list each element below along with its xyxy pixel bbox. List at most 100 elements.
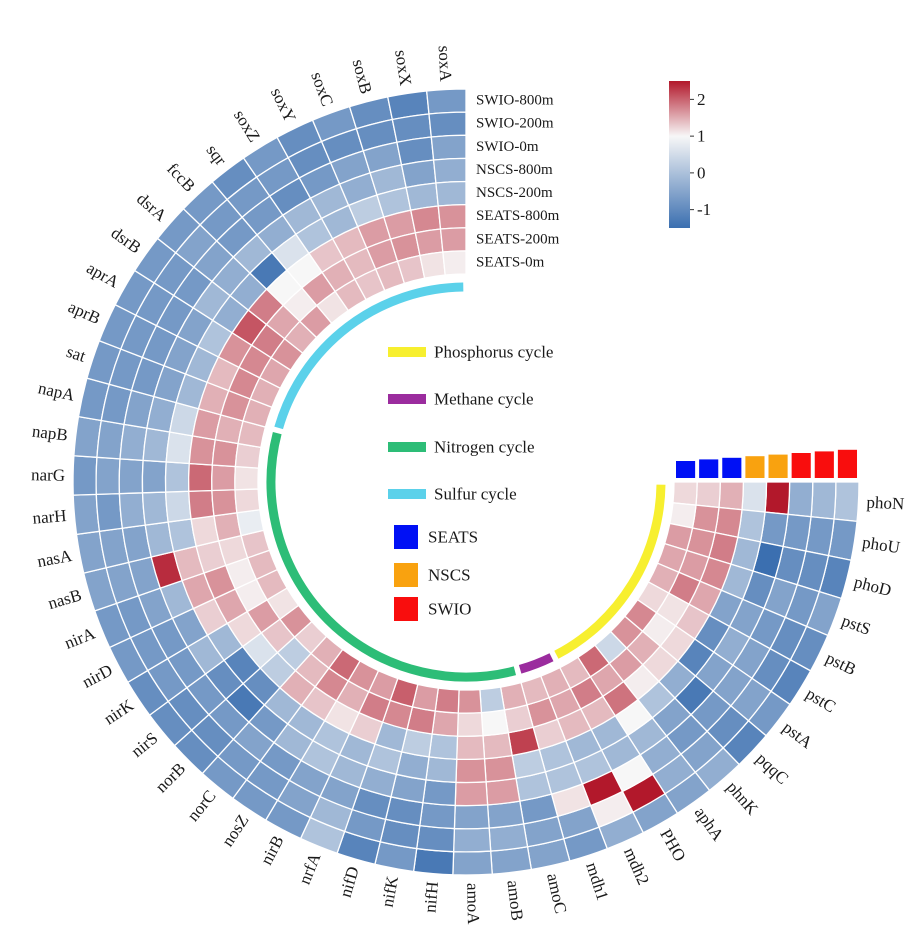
heatmap-cell-phoN-SEATS-800m	[718, 481, 745, 511]
gene-label-dsrA: dsrA	[133, 189, 171, 226]
heatmap-cell-nifH-SWIO-200m	[415, 824, 456, 853]
heatmap-cell-phoN-SEATS-0m	[672, 481, 698, 506]
gene-label-phnK: phnK	[723, 778, 763, 819]
region-marker-NSCS	[768, 454, 788, 478]
heatmap-cell-soxA-NSCS-200m	[435, 180, 467, 207]
colorbar-tick-label: 2	[697, 90, 706, 109]
colorbar-gradient	[669, 81, 690, 228]
region-marker-NSCS	[745, 456, 765, 478]
site-label-NSCS-800m: NSCS-800m	[476, 162, 553, 178]
heatmap-cell-nifH-SEATS-800m	[428, 733, 459, 760]
legend-swatch-sulfur-cycle	[388, 489, 426, 499]
heatmap-cell-narG-SWIO-800m	[72, 455, 98, 496]
site-label-NSCS-200m: NSCS-200m	[476, 185, 553, 201]
heatmap-cell-amoA-SEATS-800m	[456, 734, 486, 761]
gene-label-phoN: phoN	[866, 493, 905, 514]
heatmap-cell-nifH-NSCS-200m	[425, 756, 458, 784]
gene-label-pqqC: pqqC	[752, 749, 792, 788]
gene-label-nifD: nifD	[336, 864, 363, 899]
gene-label-soxZ: soxZ	[230, 107, 264, 146]
heatmap-cell-nifH-SEATS-0m	[434, 687, 460, 714]
heatmap-cell-soxA-SEATS-200m	[439, 227, 467, 253]
gene-label-nirB: nirB	[257, 832, 288, 868]
region-marker-SWIO	[837, 449, 858, 478]
heatmap-cell-nifH-NSCS-800m	[422, 779, 457, 807]
heatmap-cell-soxX-SEATS-0m	[419, 251, 446, 279]
gene-label-dsrB: dsrB	[108, 223, 145, 257]
gene-label-nirK: nirK	[100, 695, 137, 728]
gene-label-soxC: soxC	[307, 69, 337, 108]
gene-label-mdh2: mdh2	[620, 845, 653, 888]
heatmap-cell-amoB-NSCS-800m	[485, 777, 521, 806]
heatmap-cell-soxX-SEATS-800m	[409, 205, 442, 234]
gene-label-nasB: nasB	[46, 585, 84, 613]
gene-label-amoA: amoA	[463, 883, 483, 926]
site-label-SEATS-0m: SEATS-0m	[476, 254, 545, 270]
gene-label-phoD: phoD	[852, 572, 893, 600]
gene-label-pstA: pstA	[779, 718, 817, 753]
region-marker-SWIO	[791, 453, 811, 478]
heatmap-cell-narH-SWIO-800m	[72, 493, 101, 536]
colorbar-tick-label: 1	[697, 127, 706, 146]
heatmap-cell-amoB-SWIO-0m	[486, 800, 525, 829]
heatmap-cell-amoA-SEATS-200m	[456, 711, 484, 737]
legend-label-methane-cycle: Methane cycle	[434, 390, 534, 409]
gene-label-norC: norC	[183, 786, 219, 824]
legend-label-sulfur-cycle: Sulfur cycle	[434, 485, 517, 504]
cycle-arcs	[266, 282, 666, 682]
heatmap-cell-narH-SEATS-200m	[211, 489, 238, 517]
cycle-legend: Phosphorus cycle Methane cycle Nitrogen cy…	[388, 343, 553, 621]
heatmap-cell-narG-SWIO-200m	[95, 456, 121, 496]
gene-label-aprA: aprA	[83, 258, 123, 292]
heatmap-cell-narG-NSCS-800m	[141, 459, 167, 494]
heatmap-cell-amoA-SWIO-0m	[453, 804, 490, 830]
heatmap-cell-amoA-NSCS-800m	[454, 781, 489, 807]
heatmap-cell-soxA-SEATS-800m	[437, 203, 467, 230]
cycle-arc-nitrogen-cycle	[266, 431, 517, 682]
gene-label-soxB: soxB	[349, 57, 376, 96]
legend-label-phosphorus-cycle: Phosphorus cycle	[434, 343, 553, 362]
heatmap-cell-phoN-SWIO-800m	[833, 481, 860, 523]
heatmap-cell-napB-SEATS-800m	[188, 435, 217, 466]
heatmap-cell-amoA-SWIO-800m	[452, 850, 493, 876]
legend-swatch-phosphorus-cycle	[388, 347, 426, 357]
heatmap-cell-nifH-SWIO-800m	[412, 847, 455, 876]
heatmap-cell-narG-NSCS-200m	[164, 461, 190, 493]
cycle-arc-phosphorus-cycle	[554, 484, 666, 659]
heatmap-cell-amoB-SEATS-800m	[482, 731, 513, 760]
gene-label-aprB: aprB	[65, 297, 103, 328]
heatmap-cell-narH-SEATS-800m	[188, 489, 215, 520]
legend-label-SWIO: SWIO	[428, 600, 471, 619]
gene-label-narG: narG	[31, 465, 65, 485]
gene-label-PHO: PHO	[656, 826, 689, 865]
heatmap-cell-amoA-SWIO-200m	[452, 827, 492, 853]
heatmap-cell-amoA-SEATS-0m	[457, 688, 483, 714]
heatmap-cell-narH-SWIO-200m	[95, 492, 124, 533]
heatmap-cell-narG-SEATS-800m	[187, 462, 214, 492]
gene-label-pstC: pstC	[803, 684, 840, 717]
heatmap-cell-amoA-NSCS-200m	[455, 758, 487, 784]
heatmap-cell-narH-NSCS-800m	[141, 491, 169, 526]
legend-swatch-NSCS	[394, 563, 418, 587]
heatmap-cell-narH-SEATS-0m	[234, 488, 261, 514]
heatmap-cell-amoB-SEATS-200m	[480, 709, 510, 737]
heatmap-cell-napB-SWIO-0m	[119, 423, 148, 462]
gene-label-napA: napA	[36, 378, 77, 405]
heatmap-cell-phoN-NSCS-800m	[764, 481, 791, 516]
heatmap-cell-phoN-SEATS-200m	[695, 481, 721, 509]
legend-swatch-methane-cycle	[388, 394, 426, 404]
gene-label-nosZ: nosZ	[218, 811, 253, 850]
heatmap-cell-phoU-SEATS-800m	[714, 506, 743, 539]
gene-label-nifK: nifK	[378, 874, 403, 909]
gene-label-fccB: fccB	[163, 159, 199, 195]
gene-label-mdh1: mdh1	[582, 860, 612, 903]
heatmap-cell-phoN-SWIO-200m	[810, 481, 837, 520]
heatmap-cell-amoB-NSCS-200m	[483, 754, 517, 783]
colorbar-tick-label: 0	[697, 163, 706, 182]
legend-swatch-SWIO	[394, 597, 418, 621]
region-marker-SEATS	[676, 461, 696, 478]
gene-label-phoU: phoU	[861, 533, 901, 557]
heatmap-cell-phoN-SWIO-0m	[787, 481, 814, 518]
heatmap-cell-napB-NSCS-200m	[165, 431, 194, 465]
